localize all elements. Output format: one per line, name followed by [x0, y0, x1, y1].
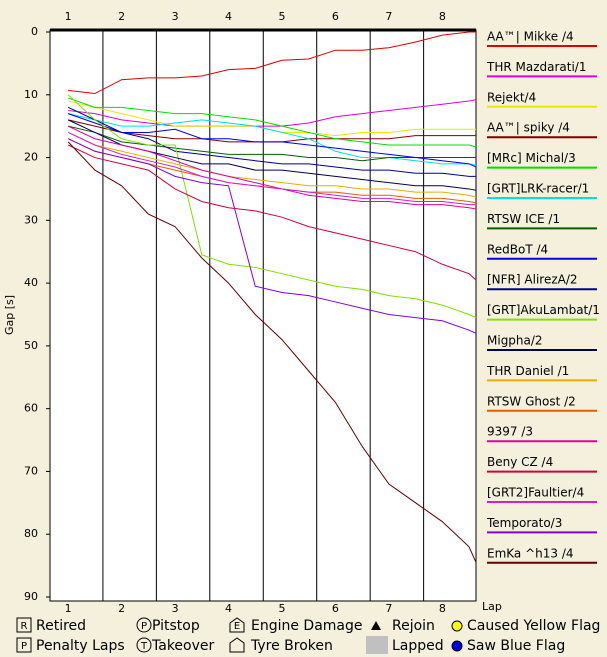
x-tick-label: 4 — [225, 10, 232, 23]
legend-label: 9397 /3 — [487, 425, 533, 439]
series-line — [67, 94, 477, 319]
key-icon — [371, 621, 381, 630]
series-line — [68, 31, 476, 95]
y-tick-label: 40 — [24, 276, 38, 289]
legend-label: [GRT]LRK-racer/1 — [487, 182, 589, 196]
key-icon — [451, 640, 463, 652]
legend-label: Beny CZ /4 — [487, 455, 553, 469]
series-line — [67, 106, 476, 177]
series-line — [68, 97, 477, 148]
key-label: Takeover — [151, 638, 214, 654]
x-tick-label: 5 — [278, 602, 285, 615]
x-tick-label: 7 — [385, 602, 392, 615]
key-icon — [16, 637, 32, 653]
key-symbol: E — [234, 621, 240, 632]
x-tick-label: 5 — [278, 10, 285, 23]
x-tick-label: 3 — [172, 10, 179, 23]
key-icon — [451, 620, 463, 632]
y-tick-label: 70 — [24, 464, 38, 477]
series-line — [67, 141, 477, 563]
series-line — [67, 131, 476, 206]
legend-label: [GRT2]Faultier/4 — [487, 486, 584, 500]
x-tick-label: 1 — [65, 10, 72, 23]
legend-label: RTSW Ghost /2 — [487, 394, 576, 408]
x-tick-label: 6 — [332, 10, 339, 23]
series-line — [67, 144, 477, 281]
y-tick-label: 10 — [24, 88, 38, 101]
y-tick-label: 80 — [24, 527, 38, 540]
key-icon — [229, 637, 245, 653]
key-label: Penalty Laps — [36, 638, 125, 654]
legend-label: [MRc] Michal/3 — [487, 151, 576, 165]
legend-label: EmKa ^h13 /4 — [487, 546, 574, 560]
legend-label: RedBoT /4 — [487, 242, 548, 256]
key-icon — [229, 617, 245, 633]
y-tick-label: 90 — [24, 590, 38, 603]
series-line — [68, 113, 477, 166]
x-tick-label: 6 — [332, 602, 339, 615]
legend-label: THR Daniel /1 — [486, 364, 569, 378]
y-tick-label: 50 — [24, 339, 38, 352]
key-label: Engine Damage — [251, 618, 363, 634]
y-tick-label: 0 — [31, 25, 38, 38]
x-tick-label: 8 — [439, 602, 446, 615]
key-symbol: P — [21, 641, 27, 652]
series-line — [67, 131, 477, 198]
key-label: Tyre Broken — [250, 638, 333, 654]
key-icon — [366, 636, 388, 654]
y-tick-label: 60 — [24, 402, 38, 415]
key-icon — [136, 617, 152, 633]
key-symbol: R — [21, 621, 28, 632]
key-symbol: P — [141, 621, 147, 632]
legend-label: AA™| spiky /4 — [487, 121, 570, 135]
symbol-key — [16, 617, 463, 654]
key-label: Caused Yellow Flag — [467, 618, 600, 634]
series-line — [68, 125, 476, 162]
x-axis-label: Lap — [482, 600, 502, 613]
y-axis-label: Gap [s] — [3, 295, 16, 335]
x-tick-label: 1 — [65, 602, 72, 615]
legend-label: Migpha/2 — [487, 334, 543, 348]
y-tick-label: 30 — [24, 213, 38, 226]
legend-label: RTSW ICE /1 — [487, 212, 560, 226]
key-label: Lapped — [392, 638, 444, 654]
key-label: Saw Blue Flag — [467, 638, 565, 654]
x-tick-label: 2 — [118, 602, 125, 615]
x-tick-label: 7 — [385, 10, 392, 23]
legend-label: AA™| Mikke /4 — [487, 30, 574, 44]
key-icon — [136, 637, 152, 653]
x-tick-label: 8 — [439, 10, 446, 23]
legend-label: THR Mazdarati/1 — [486, 60, 587, 74]
x-tick-label: 4 — [225, 602, 232, 615]
series-line — [67, 138, 477, 334]
series-line — [68, 113, 477, 168]
key-label: Retired — [36, 618, 86, 634]
key-label: Pitstop — [152, 618, 200, 634]
legend-label: Rejekt/4 — [487, 90, 536, 104]
key-label: Rejoin — [392, 618, 435, 634]
key-icon — [16, 617, 32, 633]
legend-label: [GRT]AkuLambat/1 — [487, 303, 600, 317]
x-tick-label: 3 — [172, 602, 179, 615]
x-tick-label: 2 — [118, 10, 125, 23]
legend-label: [NFR] AlirezA/2 — [487, 273, 578, 287]
legend-label: Temporato/3 — [486, 516, 562, 530]
key-symbol: T — [140, 641, 148, 652]
y-tick-label: 20 — [24, 151, 38, 164]
